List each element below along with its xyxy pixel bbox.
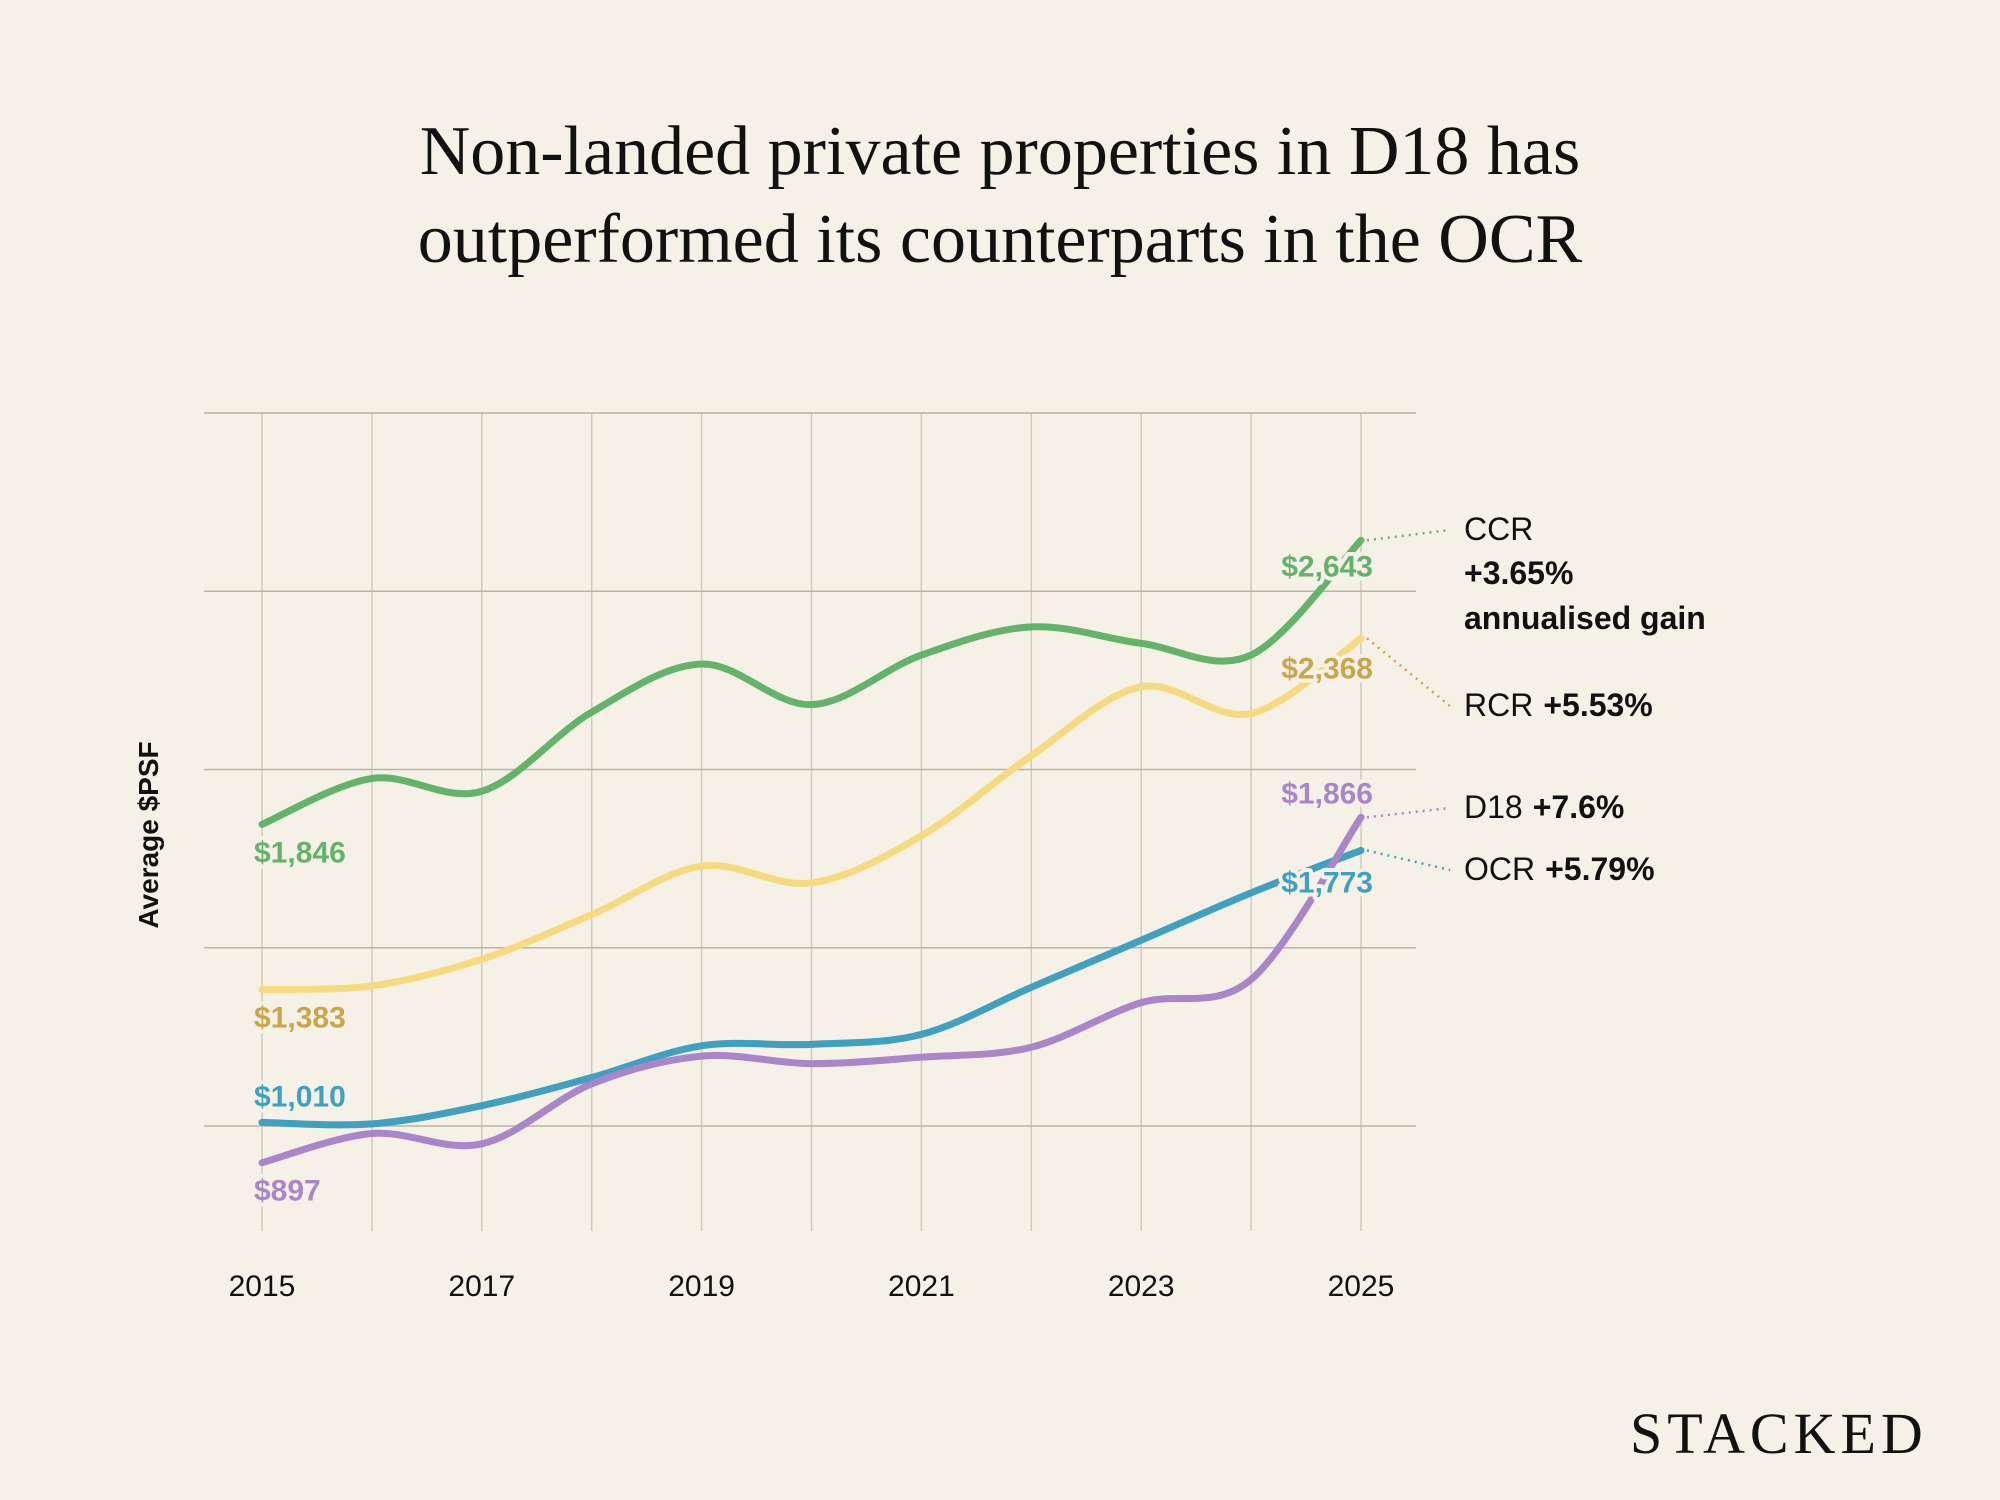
end-value-label-rcr: $2,368 [1281, 652, 1373, 685]
series-name-ccr: CCR [1464, 511, 1533, 547]
series-name-rcr: RCR [1464, 687, 1533, 723]
title-line-2: outperformed its counterparts in the OCR [417, 201, 1583, 278]
end-value-label-ccr: $2,643 [1281, 550, 1373, 583]
series-line-d18 [258, 813, 1365, 1167]
gain-rcr: +5.53% [1543, 687, 1652, 723]
x-tick-label: 2019 [668, 1270, 735, 1303]
start-value-label-d18: $897 [254, 1175, 321, 1208]
start-value-label-ocr: $1,010 [254, 1080, 346, 1113]
gain-d18: +7.6% [1533, 789, 1625, 825]
x-tick-label: 2025 [1328, 1270, 1395, 1303]
series-name-d18: D18 [1464, 789, 1523, 825]
chart-title: Non-landed private properties in D18 has… [0, 108, 2000, 284]
x-tick-label: 2017 [448, 1270, 515, 1303]
connector-ocr [1366, 849, 1451, 872]
connector-ccr [1366, 528, 1451, 542]
end-value-label-d18: $1,866 [1281, 777, 1373, 810]
title-line-1: Non-landed private properties in D18 has [419, 113, 1581, 190]
start-value-label-rcr: $1,383 [254, 1001, 346, 1034]
x-tick-label: 2021 [888, 1270, 955, 1303]
stacked-logo: STACKED [1630, 1401, 1928, 1466]
series-name-ocr: OCR [1464, 851, 1535, 887]
annotation-ocr: OCR +5.79% [1464, 851, 1655, 887]
start-value-label-ccr: $1,846 [254, 836, 346, 869]
annotation-d18: D18 +7.6% [1464, 789, 1624, 825]
y-axis-label: Average $PSF [133, 741, 164, 928]
series-line-ocr [258, 846, 1365, 1129]
gain-ccr: +3.65% [1464, 555, 1573, 591]
connector-rcr [1366, 637, 1451, 707]
connector-d18 [1366, 806, 1451, 819]
x-tick-label: 2015 [229, 1270, 296, 1303]
series-line-rcr [258, 634, 1365, 993]
gain-ocr: +5.79% [1545, 851, 1654, 887]
gain-note-ccr: annualised gain [1464, 600, 1706, 636]
end-value-label-ocr: $1,773 [1281, 866, 1373, 899]
series-line-ccr [258, 536, 1365, 828]
annotation-rcr: RCR +5.53% [1464, 687, 1653, 723]
annotation-ccr: CCR +3.65% annualised gain [1464, 511, 1706, 636]
x-tick-label: 2023 [1108, 1270, 1175, 1303]
